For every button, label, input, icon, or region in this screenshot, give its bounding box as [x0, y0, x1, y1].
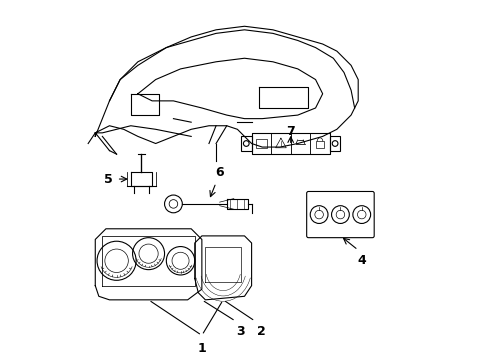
Bar: [256, 139, 266, 148]
Text: 7: 7: [286, 125, 294, 138]
Text: 4: 4: [357, 254, 366, 267]
Bar: [329, 136, 340, 150]
Text: 3: 3: [236, 325, 244, 338]
Bar: [251, 133, 329, 154]
Bar: [270, 133, 290, 154]
Bar: [251, 133, 270, 154]
Text: 6: 6: [215, 166, 224, 179]
Bar: [316, 141, 323, 148]
Text: 1: 1: [197, 342, 206, 355]
Text: 5: 5: [104, 172, 113, 185]
Bar: [290, 133, 309, 154]
Bar: [241, 136, 251, 150]
Text: 2: 2: [256, 325, 265, 338]
Bar: [309, 133, 329, 154]
